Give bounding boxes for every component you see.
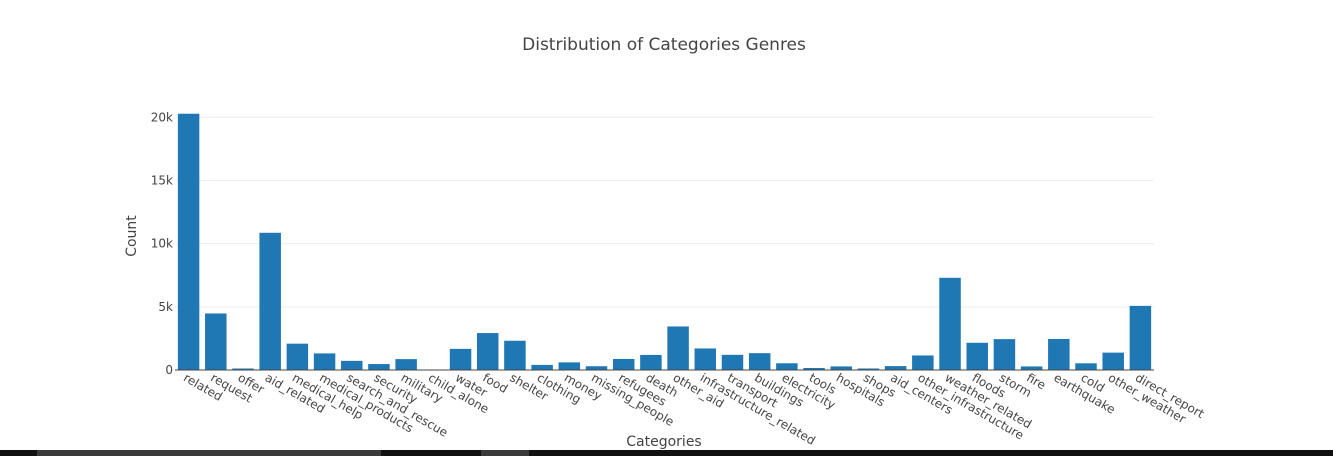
bar-electricity: [776, 363, 798, 370]
bar-floods: [966, 342, 988, 370]
bar-search-and-rescue: [341, 360, 363, 370]
scrollbar-segment: [481, 450, 529, 456]
bar-death: [640, 354, 662, 370]
bottom-scrollbar-area: [0, 450, 1333, 456]
scrollbar-segment: [37, 450, 381, 456]
y-tick-label: 0: [165, 363, 173, 377]
bar-request: [205, 313, 227, 370]
bar-other-weather: [1102, 352, 1124, 370]
bar-other-infrastructure: [912, 355, 934, 370]
bar-related: [177, 113, 200, 370]
bar-buildings: [748, 353, 771, 370]
x-axis-title: Categories: [626, 434, 701, 450]
bar-cold: [1075, 363, 1097, 370]
bar-hospitals: [830, 366, 853, 370]
bar-infrastructure-related: [694, 348, 717, 370]
bar-direct-report: [1129, 305, 1152, 370]
bar-shops: [857, 368, 880, 370]
bar-missing-people: [585, 366, 608, 370]
bar-aid-centers: [884, 366, 907, 370]
bar-medical-help: [286, 343, 309, 370]
y-tick-label: 5k: [158, 300, 173, 314]
bar-tools: [803, 367, 825, 370]
y-tick-label: 10k: [151, 237, 173, 251]
bar-other-aid: [667, 326, 689, 370]
bar-earthquake: [1048, 338, 1070, 370]
chart-title: Distribution of Categories Genres: [522, 35, 806, 55]
bar-military: [395, 359, 417, 370]
bar-aid-related: [259, 232, 281, 370]
y-tick-label: 15k: [151, 173, 173, 187]
bar-storm: [993, 339, 1016, 370]
y-tick-label: 20k: [151, 110, 173, 124]
bar-clothing: [531, 364, 553, 370]
y-axis-ticks: 0 5k 10k 15k 20k: [151, 110, 173, 377]
y-axis-title: Count: [124, 215, 140, 257]
bar-water: [449, 348, 472, 370]
bar-security: [368, 364, 390, 370]
bars: [177, 113, 1152, 370]
bar-fire: [1020, 366, 1043, 370]
grid-lines: [175, 116, 1154, 308]
bar-money: [558, 362, 581, 370]
bar-weather-related: [939, 277, 961, 370]
bar-shelter: [504, 340, 526, 370]
bar-food: [476, 333, 499, 370]
bar-transport: [721, 354, 744, 370]
bar-offer: [232, 368, 254, 370]
bar-medical-products: [313, 353, 336, 370]
bar-refugees: [612, 358, 635, 370]
